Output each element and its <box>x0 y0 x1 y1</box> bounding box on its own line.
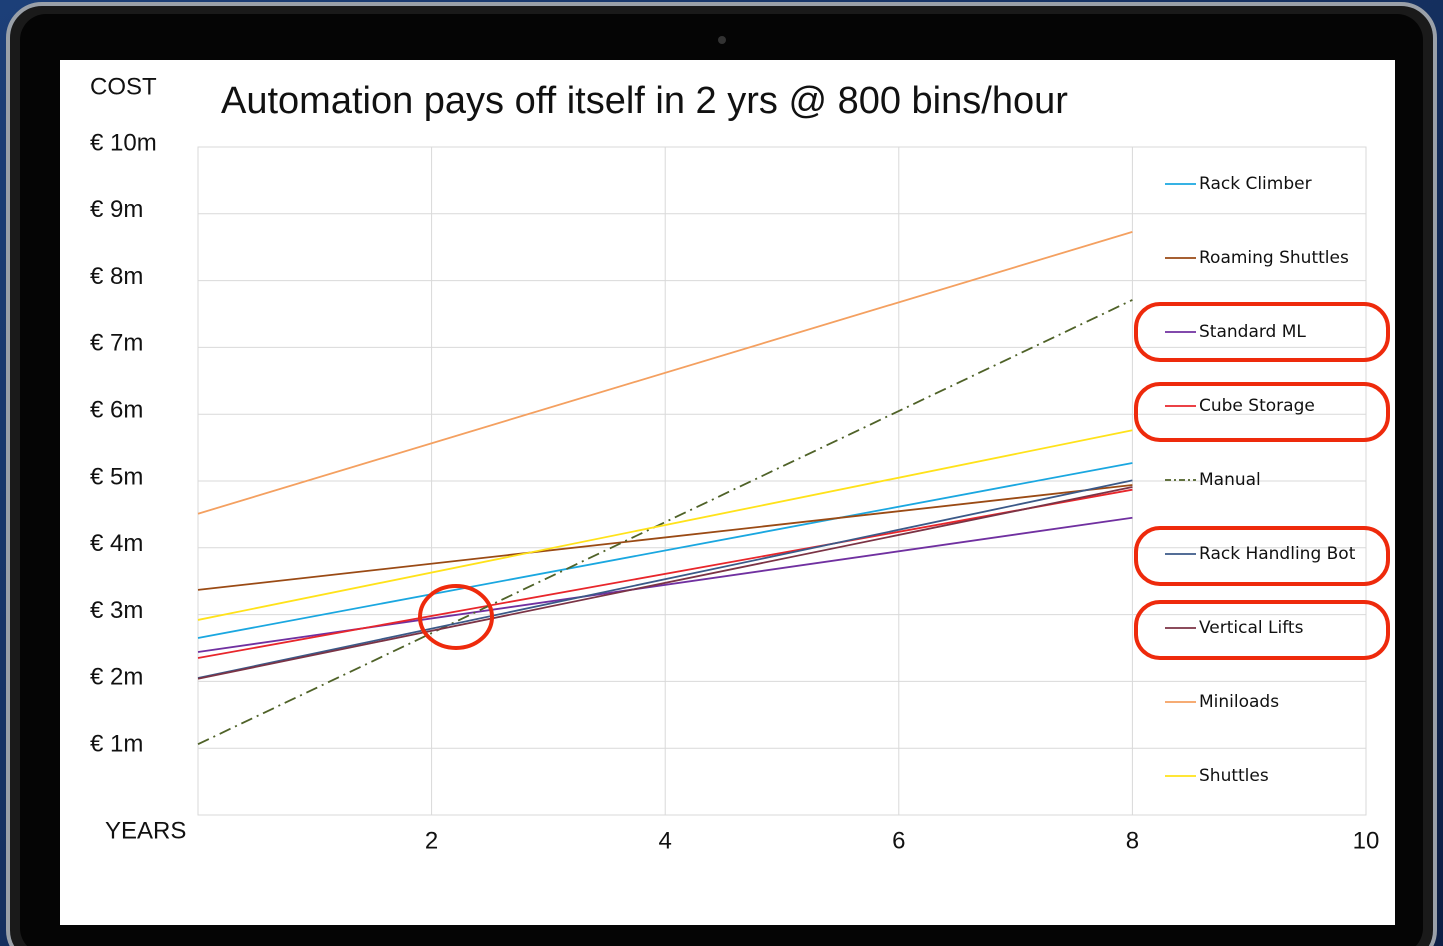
x-tick-label: 4 <box>659 827 672 854</box>
x-tick-label: 6 <box>892 827 905 854</box>
x-tick-label: 8 <box>1126 827 1139 854</box>
y-tick-label: € 9m <box>90 196 143 223</box>
y-tick-label: € 5m <box>90 463 143 490</box>
chart-title: Automation pays off itself in 2 yrs @ 80… <box>221 80 1068 122</box>
series-line <box>197 299 1133 746</box>
highlight-box <box>1134 382 1390 442</box>
y-axis-label: COST <box>90 73 157 100</box>
legend-label: Roaming Shuttles <box>1199 248 1349 268</box>
series-line <box>197 230 1133 515</box>
series-line <box>197 462 1133 639</box>
x-tick-label: 10 <box>1353 827 1380 854</box>
series-line <box>197 429 1133 621</box>
x-axis-label: YEARS <box>105 817 186 844</box>
y-tick-label: € 3m <box>90 597 143 624</box>
y-tick-label: € 10m <box>90 129 157 156</box>
x-tick-label: 2 <box>425 827 438 854</box>
legend-label: Shuttles <box>1199 766 1269 786</box>
legend-label: Miniloads <box>1199 692 1279 712</box>
series-line <box>197 488 1133 659</box>
y-tick-label: € 6m <box>90 397 143 424</box>
camera <box>718 36 726 44</box>
legend-label: Cube Storage <box>1199 396 1315 416</box>
series-line <box>197 486 1133 680</box>
highlight-circle <box>418 584 494 650</box>
series-line <box>197 479 1133 679</box>
highlight-box <box>1134 600 1390 660</box>
y-tick-label: € 7m <box>90 330 143 357</box>
series-line <box>197 484 1133 591</box>
legend-label: Rack Climber <box>1199 174 1312 194</box>
legend-label: Vertical Lifts <box>1199 618 1304 638</box>
legend-label: Standard ML <box>1199 322 1306 342</box>
highlight-box <box>1134 302 1390 362</box>
legend-label: Manual <box>1199 470 1261 490</box>
y-tick-label: € 2m <box>90 664 143 691</box>
legend-label: Rack Handling Bot <box>1199 544 1356 564</box>
y-tick-label: € 4m <box>90 530 143 557</box>
y-tick-label: € 8m <box>90 263 143 290</box>
highlights <box>418 302 1390 660</box>
highlight-box <box>1134 526 1390 586</box>
chart: Automation pays off itself in 2 yrs @ 80… <box>90 73 1379 854</box>
y-tick-label: € 1m <box>90 731 143 758</box>
